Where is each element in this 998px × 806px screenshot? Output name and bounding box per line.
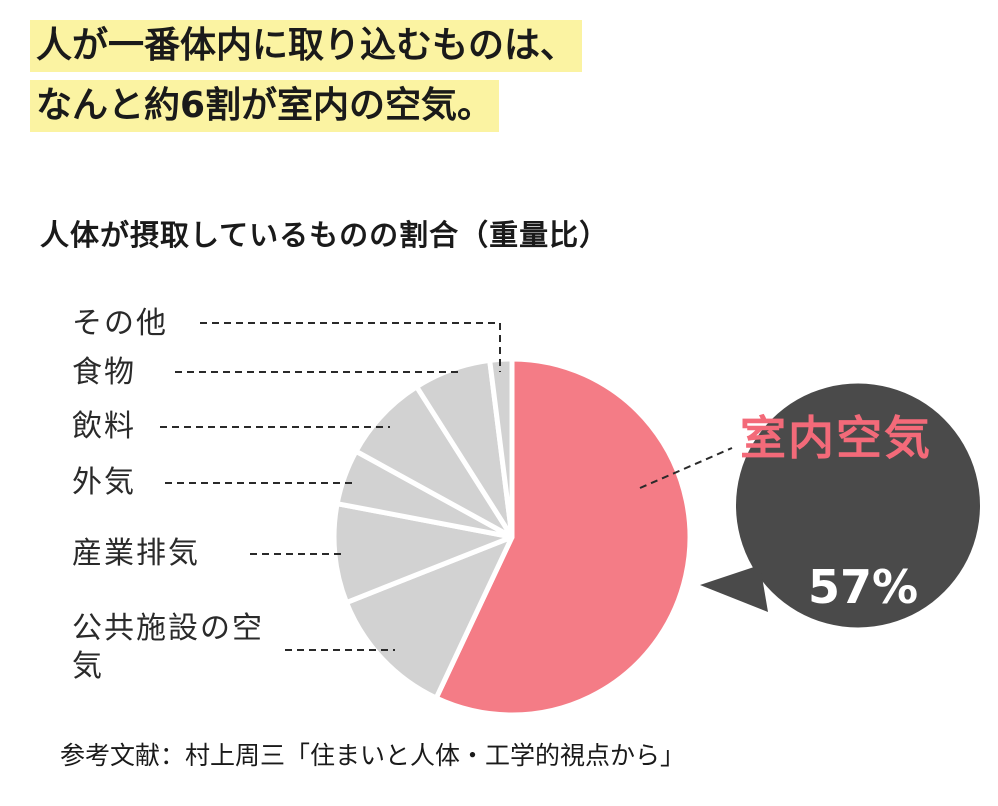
- value-bubble: [736, 383, 980, 628]
- slice-indoor-air: [433, 356, 693, 718]
- label-outdoor-air: 外気: [72, 465, 136, 500]
- label-other: その他: [72, 306, 168, 341]
- leader-line-other: [200, 322, 501, 372]
- label-public-facility-air: 公共施設の空気: [72, 611, 264, 684]
- headline-line-2: なんと約6割が室内の空気。: [30, 80, 500, 132]
- label-drinks: 飲料: [72, 409, 136, 444]
- value-bubble-tail: [700, 565, 768, 612]
- chart-title: 人体が摂取しているものの割合（重量比）: [40, 218, 610, 252]
- slice-public-facility-air: [344, 534, 515, 701]
- source-citation: 参考文献：村上周三「住まいと人体・工学的視点から」: [60, 741, 686, 770]
- headline-line-1: 人が一番体内に取り込むものは、: [30, 20, 583, 72]
- label-food: 食物: [72, 355, 136, 390]
- leader-line-indoor-air: [639, 447, 733, 489]
- highlight-value: 57%: [807, 560, 919, 614]
- label-industrial-exhaust: 産業排気: [72, 536, 200, 571]
- highlight-label: 室内空気: [740, 411, 932, 465]
